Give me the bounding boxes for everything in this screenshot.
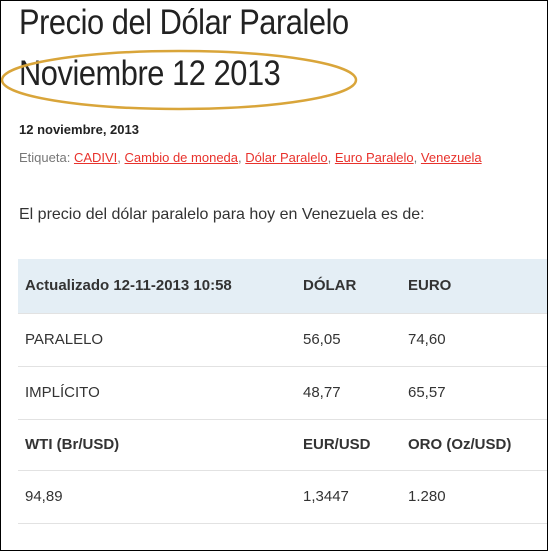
- title-line: Noviembre 12 2013: [19, 54, 281, 93]
- table-row: 94,89 1,3447 1.280: [18, 471, 547, 524]
- post-date: 12 noviembre, 2013: [19, 122, 139, 137]
- table-cell: EURO: [408, 277, 452, 294]
- table-cell: 94,89: [25, 488, 63, 505]
- tag-separator: ,: [413, 150, 418, 165]
- tag-link[interactable]: Euro Paralelo: [334, 150, 414, 165]
- table-cell: 1.280: [408, 488, 446, 505]
- tags: Etiqueta: CADIVI, Cambio de moneda, Dóla…: [19, 150, 482, 165]
- table-cell: 74,60: [408, 331, 446, 348]
- table-cell: IMPLÍCITO: [25, 384, 100, 401]
- table-cell: ORO (Oz/USD): [408, 436, 512, 453]
- table-cell: 56,05: [303, 331, 341, 348]
- highlight-ellipse: [1, 49, 358, 111]
- table-row: WTI (Br/USD) EUR/USD ORO (Oz/USD): [18, 420, 547, 471]
- tags-label: Etiqueta:: [19, 150, 71, 165]
- intro: El precio del dólar paralelo para hoy en…: [19, 206, 425, 223]
- tag-separator: ,: [117, 150, 121, 165]
- tag-link[interactable]: CADIVI: [73, 150, 118, 165]
- title-line: Precio del Dólar Paralelo: [19, 3, 349, 42]
- table-cell: 48,77: [303, 384, 341, 401]
- tag-separator: ,: [327, 150, 332, 165]
- table-cell: EUR/USD: [303, 436, 371, 453]
- table-row: IMPLÍCITO 48,77 65,57: [18, 367, 547, 420]
- table-cell: WTI (Br/USD): [25, 436, 120, 453]
- tag-link[interactable]: Cambio de moneda: [124, 150, 239, 165]
- table-cell: PARALELO: [25, 331, 104, 348]
- table-row: PARALELO 56,05 74,60: [18, 314, 547, 367]
- price-table: Actualizado 12-11-2013 10:58 DÓLAR EURO PAR…: [18, 259, 547, 524]
- table-cell: 65,57: [408, 384, 446, 401]
- tag-link[interactable]: Venezuela: [420, 150, 482, 165]
- tag-separator: ,: [238, 150, 242, 165]
- tag-link[interactable]: Dólar Paralelo: [245, 150, 328, 165]
- table-cell: DÓLAR: [303, 277, 357, 294]
- table-cell: 1,3447: [303, 488, 349, 505]
- table-row: Actualizado 12-11-2013 10:58 DÓLAR EURO: [18, 259, 547, 314]
- table-cell: Actualizado 12-11-2013 10:58: [25, 277, 232, 294]
